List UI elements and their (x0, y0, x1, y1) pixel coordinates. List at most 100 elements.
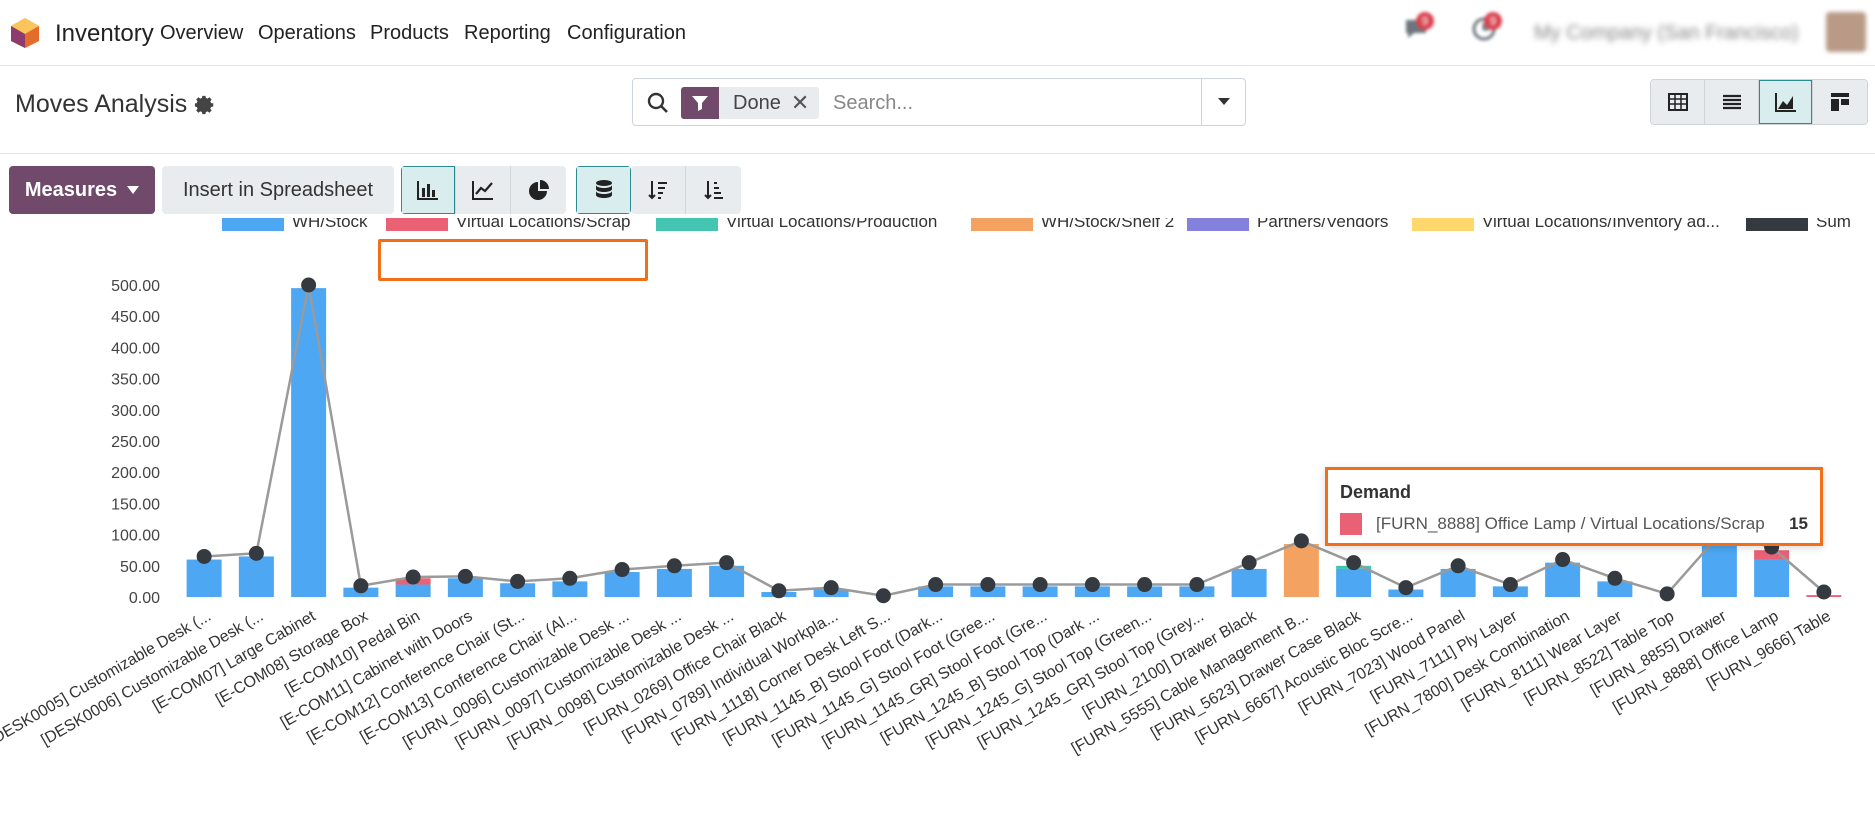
search-icon[interactable] (647, 92, 669, 114)
sum-point[interactable] (1659, 586, 1675, 602)
sum-point[interactable] (1293, 533, 1309, 549)
bar-segment[interactable] (709, 565, 745, 597)
graph-toolbar: Measures Insert in Spreadsheet (0, 154, 1875, 218)
area-chart-icon (1774, 93, 1796, 112)
legend-label: WH/Stock/Shelf 2 (1041, 218, 1174, 231)
legend-item[interactable]: Virtual Locations/Inventory ad... (1412, 218, 1720, 231)
sum-point[interactable] (980, 577, 996, 593)
sum-point[interactable] (353, 578, 369, 594)
insert-in-spreadsheet-button[interactable]: Insert in Spreadsheet (162, 166, 394, 214)
sum-point[interactable] (928, 577, 944, 593)
search-input[interactable] (833, 89, 1173, 117)
menu-operations[interactable]: Operations (258, 22, 356, 44)
sum-point[interactable] (1607, 570, 1623, 586)
legend-item[interactable]: Sum (1746, 218, 1851, 231)
messages-button[interactable]: 9 (1402, 12, 1434, 47)
sum-point[interactable] (666, 558, 682, 574)
sum-line (204, 284, 1825, 598)
legend-item[interactable]: Virtual Locations/Production (656, 218, 937, 231)
search-options-toggle[interactable] (1201, 79, 1245, 125)
view-kanban-button[interactable] (1813, 80, 1867, 124)
bar-segment[interactable] (1754, 550, 1790, 560)
sum-point[interactable] (614, 562, 630, 578)
bar-chart-button[interactable] (401, 166, 456, 214)
sum-point[interactable] (1346, 555, 1362, 571)
bar-segment[interactable] (291, 288, 327, 597)
line-chart-button[interactable] (456, 166, 511, 214)
bar-segment[interactable] (186, 559, 222, 597)
sum-point[interactable] (875, 588, 891, 604)
sum-point[interactable] (771, 583, 787, 599)
sum-point[interactable] (196, 548, 212, 564)
sum-point[interactable] (1398, 580, 1414, 596)
inventory-app-icon[interactable] (10, 17, 40, 49)
bar-segment[interactable] (1336, 568, 1372, 597)
sort-ascending-button[interactable] (686, 166, 741, 214)
sum-point[interactable] (1189, 577, 1205, 593)
bar-segment[interactable] (656, 568, 692, 597)
app-name[interactable]: Inventory (55, 20, 154, 47)
caret-down-icon (127, 186, 140, 194)
bar-segment[interactable] (1545, 562, 1581, 597)
legend-item[interactable]: WH/Stock (222, 218, 368, 231)
sum-point[interactable] (248, 545, 264, 561)
sort-descending-button[interactable] (631, 166, 686, 214)
bar-segment[interactable] (1754, 559, 1790, 597)
sum-point[interactable] (1241, 555, 1257, 571)
menu-overview[interactable]: Overview (160, 22, 244, 44)
stacked-button[interactable] (576, 166, 631, 214)
sum-point[interactable] (1084, 577, 1100, 593)
bar-segment[interactable] (395, 584, 431, 597)
bar-segment[interactable] (238, 556, 274, 597)
legend-item[interactable]: WH/Stock/Shelf 2 (971, 218, 1174, 231)
menu-configuration[interactable]: Configuration (567, 22, 686, 44)
activities-button[interactable]: 9 (1470, 12, 1502, 47)
legend-label: Partners/Vendors (1257, 218, 1388, 231)
measures-button[interactable]: Measures (9, 166, 155, 214)
gear-icon[interactable] (194, 94, 216, 116)
sum-point[interactable] (562, 570, 578, 586)
view-graph-button[interactable] (1759, 80, 1813, 124)
menu-products[interactable]: Products (370, 22, 449, 44)
sum-point[interactable] (457, 568, 473, 584)
sum-point[interactable] (405, 569, 421, 585)
bar-segment[interactable] (1440, 568, 1476, 597)
sum-point[interactable] (1032, 577, 1048, 593)
pie-chart-button[interactable] (511, 166, 566, 214)
sum-point[interactable] (510, 573, 526, 589)
view-pivot-button[interactable] (1651, 80, 1705, 124)
legend-swatch (1187, 218, 1249, 231)
tooltip-swatch (1340, 513, 1362, 535)
bar-segment[interactable] (552, 581, 588, 597)
bar-segment[interactable] (447, 578, 483, 597)
legend-label: Virtual Locations/Scrap (456, 218, 631, 231)
caret-down-icon (1217, 98, 1230, 105)
sum-point[interactable] (719, 555, 735, 571)
company-switcher[interactable]: My Company (San Francisco) (1534, 22, 1799, 44)
legend-swatch (222, 218, 284, 231)
sum-point[interactable] (301, 277, 317, 293)
user-avatar[interactable] (1826, 12, 1866, 52)
sort-group (631, 166, 741, 214)
pie-chart-icon (528, 180, 549, 200)
view-list-button[interactable] (1705, 80, 1759, 124)
facet-remove-icon[interactable]: ✕ (790, 90, 810, 115)
sum-point[interactable] (1450, 558, 1466, 574)
x-tick-label: [DESK0006] Customizable Desk (... (38, 608, 266, 749)
sort-ascending-icon (703, 181, 723, 200)
legend-item[interactable]: Virtual Locations/Scrap (386, 218, 631, 231)
sum-point[interactable] (1816, 584, 1832, 600)
menu-reporting[interactable]: Reporting (464, 22, 551, 44)
y-tick-label: 500.00 (111, 278, 160, 295)
y-tick-label: 100.00 (111, 528, 160, 545)
legend-item[interactable]: Partners/Vendors (1187, 218, 1388, 231)
bar-segment[interactable] (1231, 568, 1267, 597)
bar-segment[interactable] (1597, 581, 1633, 597)
legend-swatch (386, 218, 448, 231)
sum-point[interactable] (1555, 552, 1571, 568)
bar-segment[interactable] (1283, 543, 1319, 597)
sum-point[interactable] (823, 580, 839, 596)
sum-point[interactable] (1137, 577, 1153, 593)
sum-point[interactable] (1502, 577, 1518, 593)
bar-segment[interactable] (500, 583, 536, 597)
